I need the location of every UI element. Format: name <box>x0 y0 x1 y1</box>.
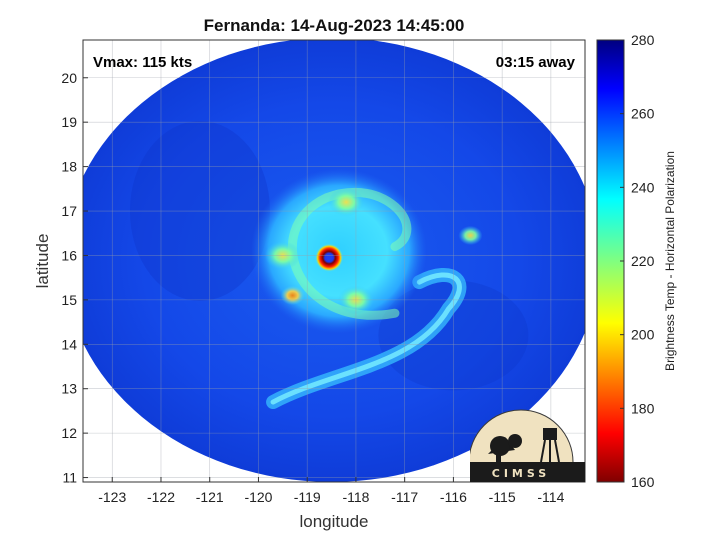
plot-border <box>82 39 586 483</box>
colorbar <box>596 39 625 483</box>
axis-ticks: -123 -122 -121 -120 -119 -118 -117 -116 -115 -114… <box>61 70 564 505</box>
convective-feature <box>280 285 305 306</box>
y-tick-label: 11 <box>62 470 77 486</box>
time-away-annotation: 03:15 away <box>496 54 576 71</box>
colorbar-tick-label: 220 <box>631 253 655 269</box>
colorbar-tick-label: 180 <box>631 400 655 416</box>
y-tick-label: 13 <box>61 381 77 397</box>
colorbar-tick-label: 200 <box>631 327 655 343</box>
x-tick-label: -123 <box>98 489 126 505</box>
colorbar-tick-label: 280 <box>631 32 655 48</box>
colorbar-tick-label: 240 <box>631 179 655 195</box>
y-axis-label: latitude <box>33 234 52 289</box>
x-axis-label: longitude <box>299 512 368 531</box>
convective-feature <box>328 187 365 217</box>
outer-rainband-core <box>270 272 462 405</box>
colorbar-label: Brightness Temp - Horizontal Polarizatio… <box>663 151 677 371</box>
convective-feature <box>458 225 483 246</box>
x-tick-label: -122 <box>147 489 175 505</box>
y-tick-label: 16 <box>61 247 77 263</box>
x-tick-label: -117 <box>391 489 418 505</box>
x-tick-label: -120 <box>244 489 272 505</box>
x-tick-label: -118 <box>342 489 369 505</box>
y-tick-label: 15 <box>61 292 77 308</box>
x-tick-label: -115 <box>489 489 516 505</box>
colorbar-tick-label: 160 <box>631 474 655 490</box>
cimss-logo: CIMSS <box>470 409 585 482</box>
storm-center <box>326 254 333 261</box>
cimss-logo-text: CIMSS <box>492 467 550 480</box>
y-tick-label: 14 <box>61 336 77 352</box>
chart-title: Fernanda: 14-Aug-2023 14:45:00 <box>204 16 465 35</box>
vmax-annotation: Vmax: 115 kts <box>93 54 192 71</box>
y-tick-label: 12 <box>61 425 77 441</box>
x-tick-label: -116 <box>440 489 467 505</box>
y-tick-label: 19 <box>61 114 77 130</box>
colorbar-tick-label: 260 <box>631 106 655 122</box>
x-tick-label: -114 <box>537 489 564 505</box>
x-tick-label: -119 <box>294 489 321 505</box>
colorbar-ticks: 160 180 200 220 240 260 280 <box>620 32 655 490</box>
y-tick-label: 18 <box>61 159 77 175</box>
y-tick-label: 17 <box>61 203 77 219</box>
x-tick-label: -121 <box>196 489 224 505</box>
y-tick-label: 20 <box>61 70 77 86</box>
grid-lines <box>83 40 585 482</box>
